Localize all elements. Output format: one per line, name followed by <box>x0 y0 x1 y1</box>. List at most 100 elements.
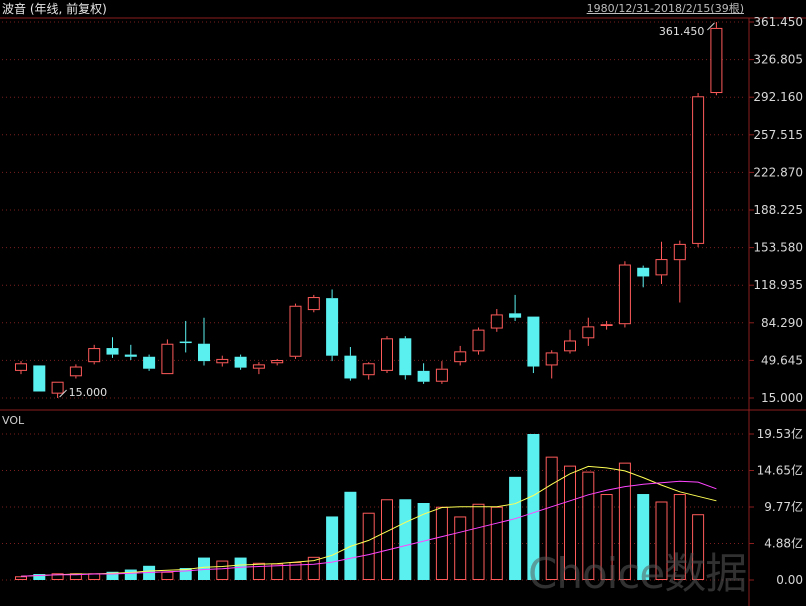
candle <box>472 327 485 355</box>
volume-tick-label: 14.65亿 <box>757 463 803 478</box>
price-axis-ticks: 361.450 326.805 292.160 257.515 222.870 188.2… <box>753 15 803 405</box>
candle-body <box>637 267 650 277</box>
volume-bar <box>344 491 357 580</box>
volume-bar <box>252 562 265 581</box>
candle-body <box>106 348 119 355</box>
volume-tick-label: 0.00 <box>776 573 803 587</box>
volume-bar <box>234 557 247 580</box>
candle <box>637 265 650 288</box>
volume-bar <box>15 576 27 580</box>
volume-bar <box>198 557 210 580</box>
candle-body <box>545 352 558 366</box>
candle <box>198 317 210 366</box>
candle <box>88 344 101 365</box>
volume-bar <box>545 456 558 580</box>
volume-bar <box>527 434 540 580</box>
candle-body <box>252 364 265 369</box>
volume-bar <box>582 471 595 580</box>
candle <box>307 294 320 313</box>
price-tick-label: 361.450 <box>753 15 803 29</box>
volume-bar <box>179 568 192 580</box>
candle-body <box>179 341 192 344</box>
candle <box>216 355 229 367</box>
volume-bar <box>564 465 576 581</box>
volume-bar <box>381 499 393 580</box>
volume-bar <box>673 494 686 580</box>
volume-bar <box>472 503 485 580</box>
volume-bar <box>655 501 668 580</box>
price-tick-label: 118.935 <box>753 278 803 292</box>
candle <box>490 309 503 332</box>
price-tick-label: 15.000 <box>761 391 803 405</box>
candle <box>545 350 558 379</box>
volume-bar <box>600 494 613 580</box>
candle <box>564 329 576 354</box>
volume-bar <box>307 556 320 580</box>
candle <box>655 241 668 285</box>
volume-ma-slow-line <box>20 480 717 577</box>
price-tick-label: 222.870 <box>753 165 803 179</box>
candle-body <box>33 365 46 392</box>
price-tick-label: 326.805 <box>753 53 803 67</box>
candle-body <box>600 324 613 327</box>
candle <box>710 22 723 96</box>
candle <box>582 317 595 346</box>
volume-bar <box>33 574 46 580</box>
price-tick-label: 257.515 <box>753 128 803 142</box>
candle <box>600 320 613 330</box>
price-tick-label: 292.160 <box>753 90 803 104</box>
candle-body <box>399 338 412 376</box>
candle-body <box>454 351 467 363</box>
candle <box>399 336 412 380</box>
candle-body <box>234 356 247 368</box>
candle-body <box>655 259 668 276</box>
candle-body <box>564 340 576 352</box>
candle-body <box>69 366 82 377</box>
candle-body <box>381 338 393 371</box>
candle <box>252 362 265 375</box>
volume-tick-label: 19.53亿 <box>757 426 803 441</box>
candle <box>106 337 119 358</box>
grid-lines <box>0 17 806 606</box>
volume-bar <box>454 516 467 580</box>
max-pointer-line <box>707 22 715 31</box>
candle-body <box>673 243 686 261</box>
volume-bar <box>509 476 522 580</box>
volume-bar <box>618 462 631 580</box>
candle <box>124 344 137 361</box>
volume-bar <box>326 516 339 580</box>
volume-tick-label: 9.77亿 <box>764 499 803 514</box>
candle <box>417 363 430 384</box>
candle-body <box>417 370 430 382</box>
candle <box>673 240 686 303</box>
candle-body <box>509 313 522 318</box>
volume-bar <box>435 506 448 580</box>
candle <box>15 361 27 375</box>
candle-body <box>124 354 137 357</box>
price-tick-label: 49.645 <box>761 353 803 367</box>
candle-body <box>527 316 540 367</box>
price-annotations: 361.450 15.000 <box>59 22 715 399</box>
candle-body <box>198 343 210 362</box>
candle-body <box>472 329 485 352</box>
candle-body <box>692 96 705 244</box>
min-pointer-line <box>59 389 67 398</box>
candle <box>692 93 705 248</box>
price-tick-label: 153.580 <box>753 241 803 255</box>
candle-body <box>161 343 174 375</box>
chart-title: 波音 (年线, 前复权) <box>2 2 107 16</box>
candle-body <box>618 264 631 325</box>
volume-axis-ticks: 19.53亿 14.65亿 9.77亿 4.88亿 0.00 <box>757 426 803 587</box>
candle <box>161 339 174 375</box>
volume-bar <box>362 512 375 580</box>
candle <box>289 303 302 359</box>
date-range-label[interactable]: 1980/12/31-2018/2/15(39根) <box>586 2 744 15</box>
volume-bar <box>51 573 64 581</box>
candle <box>435 361 448 384</box>
candlestick-series <box>15 22 723 398</box>
volume-bar <box>106 571 119 580</box>
max-price-label: 361.450 <box>659 25 705 38</box>
price-tick-label: 188.225 <box>753 203 803 217</box>
candle-body <box>344 355 357 379</box>
